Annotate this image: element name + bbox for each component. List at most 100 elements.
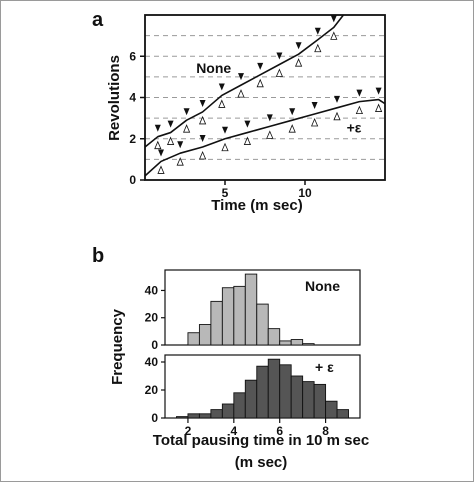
histogram-bar	[244, 273, 258, 346]
pause-end-marker	[166, 136, 175, 145]
histogram-bar	[256, 303, 269, 346]
panel-b-y-axis-title: Frequency	[109, 308, 126, 385]
histogram-bar	[244, 379, 258, 419]
histogram-bar	[302, 381, 315, 419]
series-line-epsilon	[144, 98, 386, 177]
histogram-bar	[279, 340, 292, 346]
pause-end-marker	[198, 115, 207, 125]
y-tick-label: 20	[145, 311, 159, 325]
pause-start-marker	[295, 42, 302, 50]
series-label: +ε	[347, 120, 362, 136]
pause-end-marker	[182, 124, 191, 133]
pause-end-marker	[355, 105, 364, 115]
histogram-bar	[198, 324, 212, 346]
y-tick-label: 40	[145, 283, 159, 297]
histogram-bar	[279, 364, 292, 419]
pause-start-marker	[222, 126, 228, 134]
series-label: + ε	[315, 359, 334, 375]
pause-start-marker	[314, 27, 321, 35]
pause-end-marker	[256, 78, 264, 88]
histogram-bar	[187, 332, 200, 346]
pause-end-marker	[330, 31, 338, 40]
series-line-none	[144, 14, 345, 148]
pause-end-marker	[154, 140, 162, 150]
pause-start-marker	[238, 73, 244, 81]
pause-start-marker	[375, 87, 382, 95]
pause-end-marker	[266, 130, 274, 139]
histogram-bar	[290, 375, 304, 419]
pause-end-marker	[221, 142, 229, 152]
pause-end-marker	[176, 157, 184, 166]
panel-b-letter: b	[92, 245, 104, 267]
pause-start-marker	[154, 124, 161, 132]
pause-start-marker	[183, 108, 190, 116]
pause-end-marker	[157, 165, 165, 174]
pause-start-marker	[311, 102, 318, 109]
histogram-bar	[267, 358, 281, 419]
panel-b-histograms: 0 20 40 None 0 20 40 + ε 2 4 6 8	[145, 269, 361, 438]
pause-end-marker	[333, 111, 341, 121]
panel-a-x-axis-title: Time (m sec)	[211, 197, 302, 214]
y-tick-label: 0	[129, 173, 136, 187]
histogram-bar	[221, 403, 235, 419]
panel-b-x-axis-title-line2: (m sec)	[235, 454, 288, 471]
x-tick-label: 2	[185, 424, 192, 438]
y-tick-label: 40	[145, 355, 159, 369]
pause-end-marker	[218, 99, 226, 108]
pause-start-marker	[244, 120, 251, 128]
pause-end-marker	[294, 58, 303, 67]
pause-start-marker	[330, 15, 337, 23]
histogram-bar	[187, 413, 200, 419]
pause-start-marker	[289, 108, 296, 116]
panel-a-letter: a	[92, 9, 104, 31]
y-tick-label: 0	[151, 338, 158, 352]
pause-start-marker	[158, 149, 164, 157]
histogram-bar	[336, 409, 349, 419]
pause-start-marker	[218, 83, 225, 91]
pause-start-marker	[276, 52, 283, 60]
series-label: None	[305, 278, 340, 294]
histogram-bar	[302, 343, 315, 346]
pause-end-marker	[288, 124, 296, 133]
pause-start-marker	[167, 120, 174, 128]
pause-end-marker	[310, 117, 319, 127]
pause-start-marker	[266, 114, 273, 122]
pause-start-marker	[257, 62, 264, 70]
histogram-bar	[198, 413, 212, 419]
y-tick-label: 0	[151, 411, 158, 425]
histogram-bar	[176, 416, 189, 419]
histogram-bar	[210, 300, 223, 346]
panel-a-y-axis-title: Revolutions	[106, 55, 123, 141]
series-label: None	[196, 60, 231, 76]
y-tick-label: 4	[129, 91, 136, 105]
pause-start-marker	[334, 95, 340, 103]
x-tick-label: 6	[276, 424, 283, 438]
pause-start-marker	[199, 99, 206, 107]
histogram-bar	[290, 339, 304, 346]
y-tick-label: 2	[129, 132, 136, 146]
histogram-bar	[267, 328, 281, 346]
histogram-bar	[210, 409, 223, 419]
pause-end-marker	[275, 68, 284, 77]
histogram-bar	[256, 365, 269, 419]
y-tick-label: 6	[129, 49, 136, 63]
histogram-bar	[313, 383, 327, 419]
histogram-bar	[325, 400, 338, 419]
x-tick-label: 4	[230, 424, 237, 438]
histogram-bar	[233, 285, 246, 346]
pause-end-marker	[198, 150, 207, 160]
histogram-bar	[233, 392, 246, 419]
pause-end-marker	[237, 89, 245, 98]
pause-end-marker	[374, 103, 383, 112]
pause-start-marker	[356, 89, 363, 97]
pause-start-marker	[177, 141, 184, 149]
y-tick-label: 20	[145, 383, 159, 397]
x-tick-label: 10	[298, 186, 312, 200]
pause-start-marker	[199, 135, 206, 142]
histogram-bar	[221, 287, 235, 346]
panel-a-line-chart: 5 10 0 2 4 6 None +ε	[129, 14, 386, 200]
x-tick-label: 8	[322, 424, 329, 438]
pause-end-marker	[314, 43, 322, 53]
panel-b-x-axis-title-line1: Total pausing time in 10 m sec	[153, 432, 369, 449]
